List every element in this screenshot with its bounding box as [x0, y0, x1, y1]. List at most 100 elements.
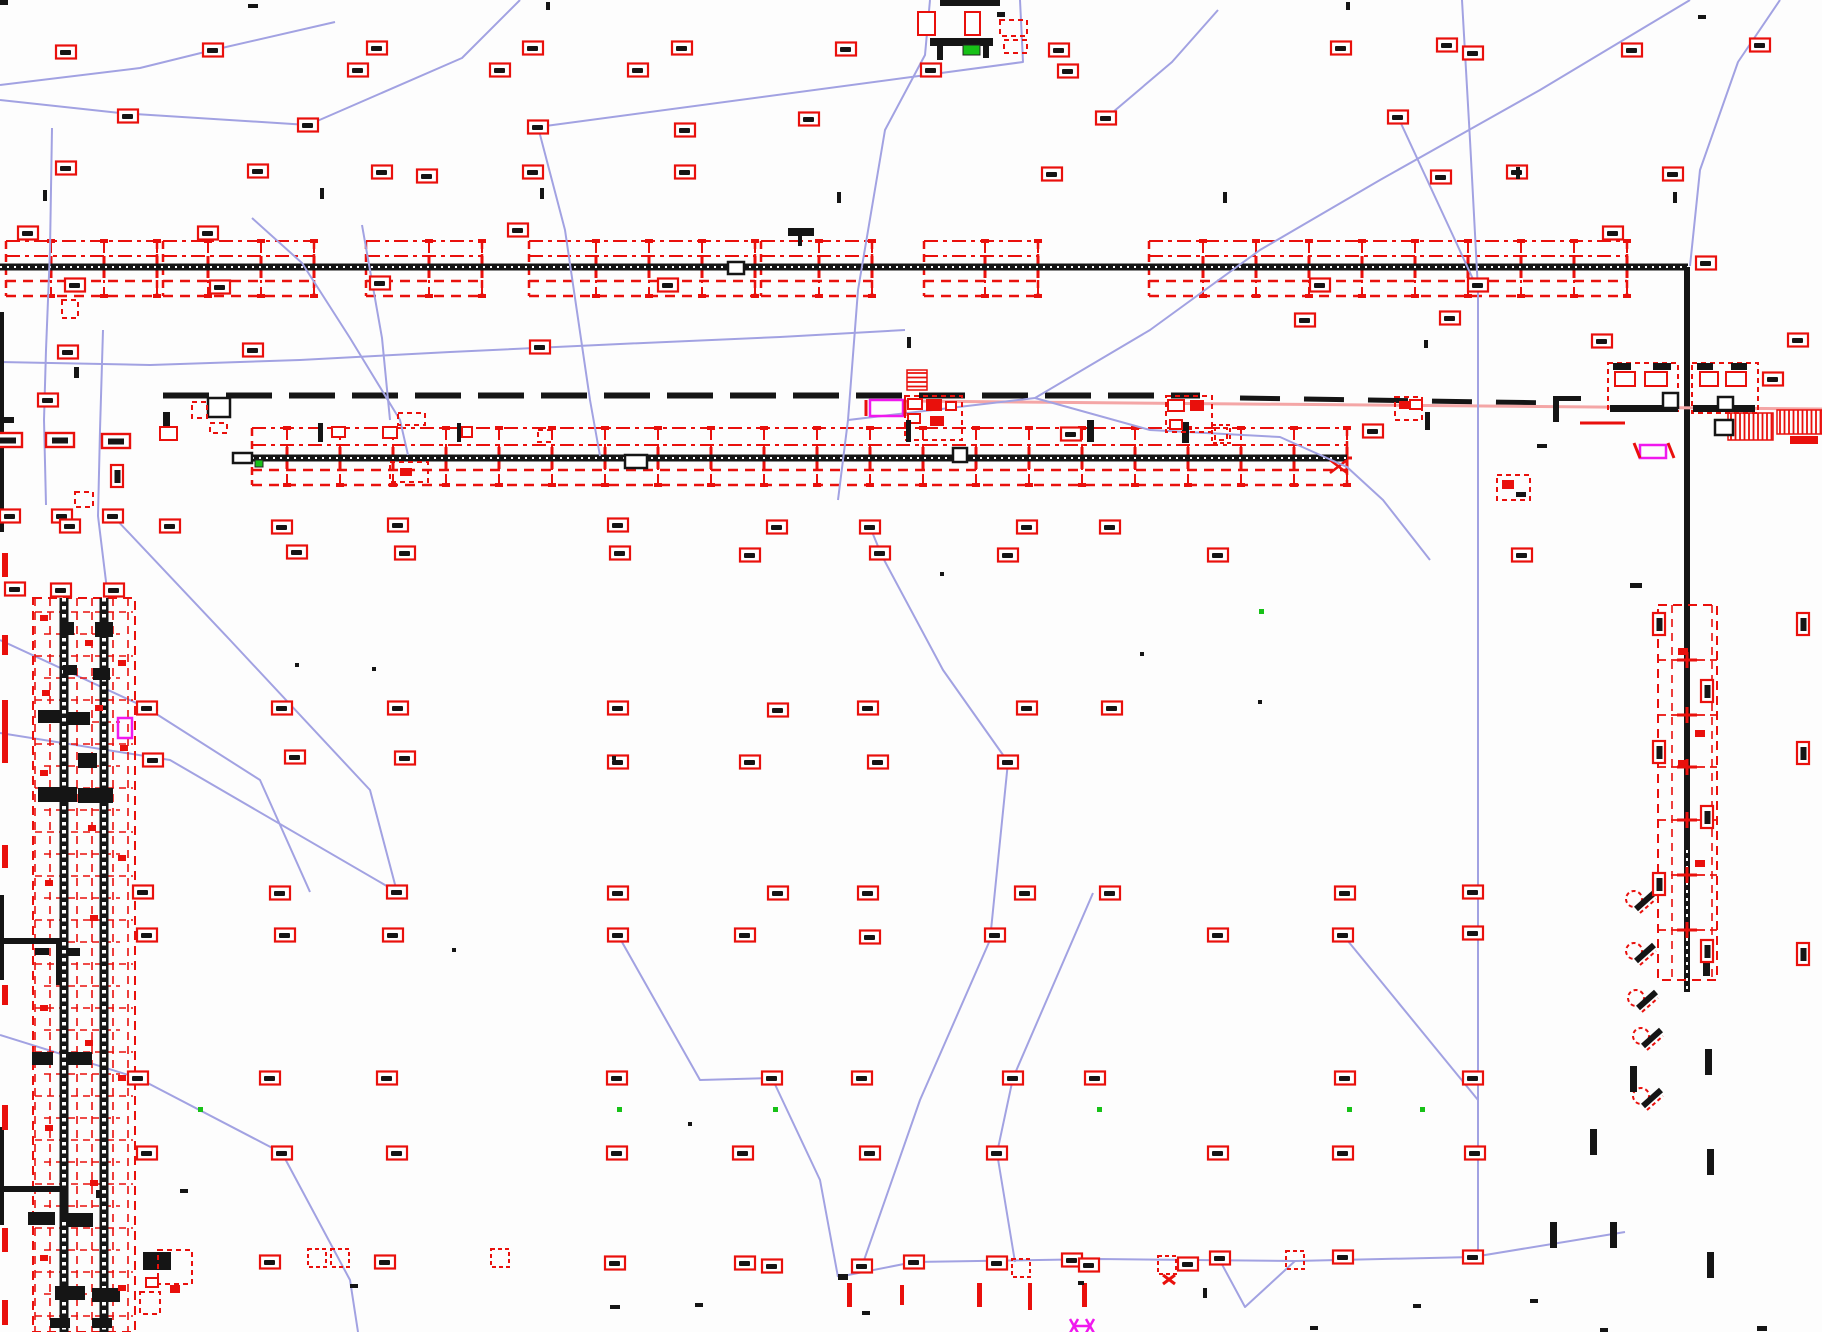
check-arc — [1632, 1027, 1650, 1045]
divider-serif — [1290, 426, 1298, 430]
device-core — [60, 166, 71, 171]
red-fill-box — [400, 468, 412, 476]
device-core — [352, 68, 363, 73]
pallet-block — [78, 788, 113, 803]
black-tick — [1673, 192, 1677, 203]
check-red — [1639, 898, 1657, 914]
device-core — [1656, 746, 1663, 759]
jamb-bar — [1590, 1129, 1597, 1155]
red-box — [1169, 419, 1183, 430]
device-core — [1367, 429, 1378, 434]
divider-serif — [813, 483, 821, 487]
device-core — [679, 170, 690, 175]
device-core — [1656, 878, 1663, 891]
divider-serif — [442, 426, 450, 430]
rack-red-mark — [40, 1005, 48, 1011]
edge-red-bar — [2, 1105, 8, 1130]
red-box — [145, 1277, 159, 1288]
rack-outline — [32, 597, 136, 1332]
wire-line — [1217, 1256, 1296, 1308]
device-core — [279, 933, 290, 938]
green-dot — [198, 1107, 203, 1112]
black-tick — [546, 2, 550, 10]
device-core — [1441, 43, 1452, 48]
device-core — [737, 1151, 748, 1156]
device-core — [856, 1076, 867, 1081]
device-core — [22, 231, 33, 236]
device-core — [302, 123, 313, 128]
black-block — [1653, 363, 1671, 370]
black-tick — [695, 1303, 703, 1307]
edge-red-bar — [2, 845, 8, 868]
device-core — [1435, 175, 1446, 180]
wire-line — [0, 21, 336, 86]
divider-serif — [760, 426, 768, 430]
divider-serif — [153, 294, 161, 298]
divider-serif — [751, 294, 759, 298]
divider-serif — [1034, 294, 1042, 298]
black-block — [1087, 420, 1094, 442]
check-arc — [1632, 1087, 1650, 1105]
device-core — [1667, 172, 1678, 177]
divider-serif — [868, 239, 876, 243]
black-block — [0, 895, 4, 980]
divider-serif — [1252, 294, 1260, 298]
divider-serif — [981, 239, 989, 243]
black-block — [60, 1186, 66, 1220]
device-marker-dashed — [1157, 1255, 1177, 1275]
device-core — [391, 890, 402, 895]
check-red — [1646, 1095, 1664, 1111]
divider-serif — [548, 426, 556, 430]
black-tick — [610, 1305, 620, 1309]
magenta-marker — [116, 716, 134, 740]
black-block — [1613, 363, 1631, 370]
pallet-block — [78, 753, 97, 768]
check-arc — [1627, 989, 1645, 1007]
device-core — [1182, 1262, 1193, 1267]
device-core — [772, 708, 783, 713]
device-core — [1700, 261, 1711, 266]
divider-serif — [1237, 426, 1245, 430]
device-core — [107, 514, 118, 519]
wire-line — [97, 329, 109, 599]
divider-serif — [592, 294, 600, 298]
rack-outline — [1657, 604, 1718, 981]
device-core — [1066, 1258, 1077, 1263]
black-tick — [1203, 1288, 1207, 1298]
pallet-block — [38, 787, 77, 802]
divider-serif — [1305, 239, 1313, 243]
black-block — [143, 1252, 171, 1270]
red-dashed-box — [537, 429, 553, 443]
device-core — [1596, 339, 1607, 344]
divider-serif — [1131, 426, 1139, 430]
rack-red-mark — [120, 745, 128, 751]
right-rack — [1550, 604, 1718, 1278]
divider-cross — [1685, 652, 1689, 668]
red-box — [159, 426, 178, 441]
black-tick — [1078, 1281, 1084, 1285]
divider-serif — [866, 426, 874, 430]
device-core — [55, 588, 66, 593]
bottom-items — [139, 1249, 1176, 1332]
divider-serif — [1464, 239, 1472, 243]
red-dashed-box — [904, 395, 963, 441]
device-core — [1467, 1255, 1478, 1260]
device-core — [1800, 618, 1807, 631]
device-core — [991, 1151, 1002, 1156]
edge-red-bar — [2, 1228, 8, 1252]
device-core — [381, 1076, 392, 1081]
pallet-block — [67, 1213, 93, 1227]
red-box — [1699, 371, 1719, 387]
divider-serif — [100, 294, 108, 298]
device-core — [864, 1151, 875, 1156]
device-core — [9, 587, 20, 592]
black-tick — [1757, 1326, 1767, 1331]
device-core — [1704, 945, 1711, 958]
device-core — [421, 174, 432, 179]
device-core — [925, 68, 936, 73]
wire-line — [251, 217, 409, 456]
device-core — [739, 1261, 750, 1266]
